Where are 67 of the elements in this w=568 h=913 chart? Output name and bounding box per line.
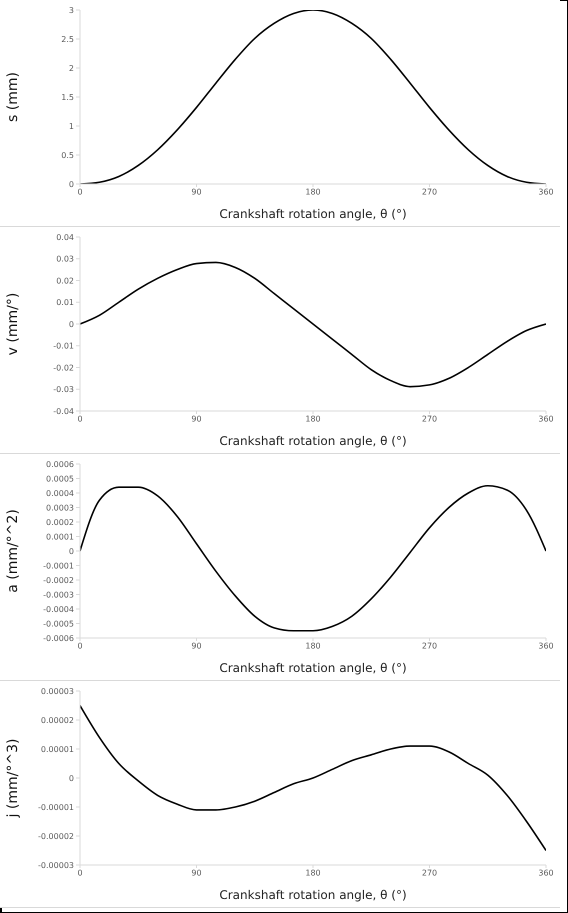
x-tick-label: 270	[422, 188, 438, 197]
x-tick-label: 90	[191, 414, 202, 424]
x-tick-label: 0	[77, 868, 83, 878]
y-tick-label: 0.0005	[46, 474, 74, 484]
y-tick-label: -0.0002	[43, 576, 74, 585]
x-axis-title: Crankshaft rotation angle, θ (°)	[219, 661, 407, 675]
x-tick-label: 270	[422, 414, 438, 424]
y-tick-label: 0.0001	[46, 532, 74, 542]
line-series	[80, 484, 546, 632]
x-tick-label: 360	[538, 642, 554, 651]
y-tick-label: 0	[68, 320, 74, 329]
x-tick-label: 180	[305, 188, 321, 197]
y-tick-label: 0.04	[56, 232, 74, 242]
x-tick-label: 0	[77, 188, 83, 197]
x-axis-title: Crankshaft rotation angle, θ (°)	[219, 207, 407, 221]
y-tick-label: 0.02	[56, 276, 74, 286]
x-tick-label: 180	[305, 642, 321, 651]
x-tick-label: 180	[305, 414, 321, 424]
line-series	[80, 262, 546, 388]
x-tick-label: 360	[538, 414, 554, 424]
y-tick-label: -0.00002	[38, 832, 74, 841]
x-tick-label: 90	[191, 188, 202, 197]
y-axis-title: j (mm/°^3)	[4, 738, 21, 818]
y-tick-label: 0.03	[56, 254, 74, 264]
y-tick-label: 0.00002	[40, 716, 74, 725]
y-tick-label: 0	[68, 774, 74, 783]
x-axis-title: Crankshaft rotation angle, θ (°)	[219, 434, 407, 448]
x-tick-label: 90	[191, 642, 202, 651]
x-axis-title: Crankshaft rotation angle, θ (°)	[219, 888, 407, 902]
y-tick-label: 1	[68, 122, 74, 131]
y-axis-title: s (mm)	[4, 72, 21, 122]
y-axis-title: a (mm/°^2)	[4, 509, 21, 593]
y-tick-label: -0.00003	[38, 860, 74, 870]
y-tick-label: 3	[68, 6, 74, 15]
y-tick-label: -0.01	[53, 342, 74, 351]
y-tick-label: 0.00001	[40, 744, 74, 754]
y-tick-label: 0.00003	[40, 686, 74, 696]
y-tick-label: 2.5	[61, 34, 74, 44]
y-tick-label: 0.0002	[46, 518, 74, 527]
x-tick-label: 90	[191, 868, 202, 878]
x-tick-label: 180	[305, 868, 321, 878]
y-tick-label: -0.0004	[43, 604, 74, 614]
y-tick-label: -0.0003	[43, 590, 74, 600]
y-tick-label: 0.5	[61, 150, 74, 160]
x-tick-label: 360	[538, 868, 554, 878]
y-tick-label: 0.0003	[46, 503, 74, 512]
y-tick-label: -0.00001	[38, 802, 74, 812]
y-tick-label: 0	[68, 546, 74, 556]
x-tick-label: 0	[77, 414, 83, 424]
y-tick-label: -0.0001	[43, 561, 74, 570]
y-axis-title: v (mm/°)	[4, 292, 21, 356]
y-tick-label: -0.0006	[43, 634, 74, 643]
y-tick-label: -0.03	[53, 385, 74, 394]
y-tick-label: -0.0005	[43, 619, 74, 628]
x-tick-label: 270	[422, 642, 438, 651]
y-tick-label: 0.0006	[46, 460, 74, 469]
x-tick-label: 360	[538, 188, 554, 197]
y-tick-label: 0.0004	[46, 488, 74, 498]
y-tick-label: 0	[68, 180, 74, 189]
y-tick-label: 1.5	[61, 92, 74, 102]
y-tick-label: -0.04	[53, 406, 74, 416]
y-tick-label: 0.01	[56, 298, 74, 308]
x-tick-label: 270	[422, 868, 438, 878]
y-tick-label: -0.02	[53, 363, 74, 372]
line-series	[80, 704, 546, 852]
x-tick-label: 0	[77, 642, 83, 651]
y-tick-label: 2	[68, 64, 74, 73]
